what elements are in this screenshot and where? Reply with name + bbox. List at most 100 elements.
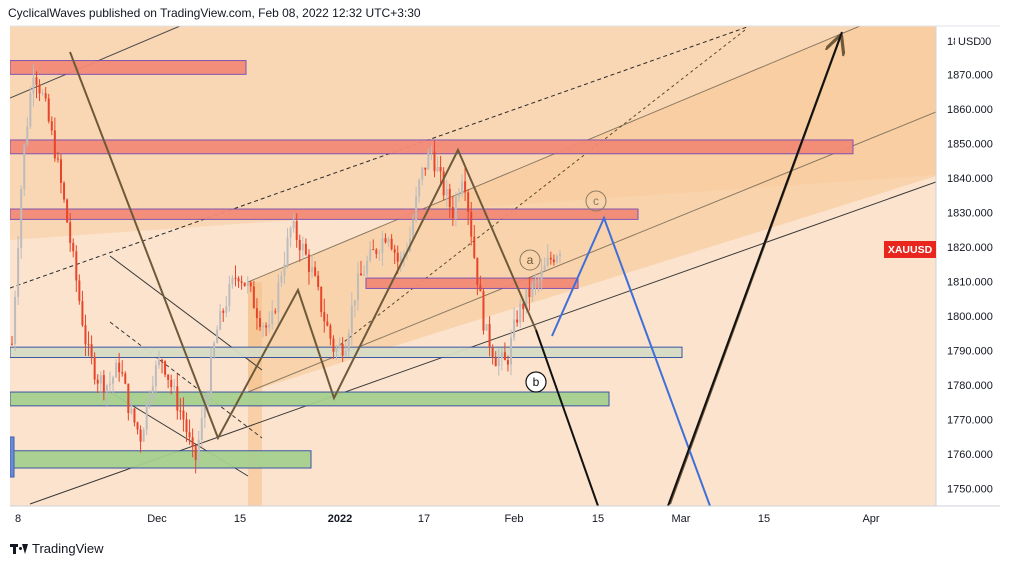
candle-body xyxy=(433,151,436,172)
candle-body xyxy=(29,93,32,127)
candle-body xyxy=(384,238,387,243)
price-tick-label: 1830.000 xyxy=(947,207,993,219)
candle-body xyxy=(121,372,124,374)
price-axis-top-partial-tail: 00 xyxy=(979,36,991,48)
candle-body xyxy=(209,356,212,396)
time-tick-label: 15 xyxy=(758,513,770,525)
candle-body xyxy=(430,151,433,153)
price-tick-label: 1810.000 xyxy=(947,277,993,289)
wave-line-black-down xyxy=(535,329,599,506)
left-blue-marker xyxy=(10,436,15,478)
candle-body xyxy=(90,344,93,357)
candle-body xyxy=(66,199,69,223)
candle-body xyxy=(555,256,558,263)
candle-body xyxy=(194,445,197,460)
candle-body xyxy=(274,311,277,313)
candle-body xyxy=(271,311,274,325)
candle-body xyxy=(157,359,160,366)
candle-body xyxy=(84,325,87,345)
candle-body xyxy=(528,288,531,298)
price-tick-label: 1800.000 xyxy=(947,311,993,323)
candle-body xyxy=(442,171,445,196)
candle-body xyxy=(301,243,304,251)
candle-body xyxy=(559,253,561,257)
candle-body xyxy=(381,238,384,253)
candle-body xyxy=(280,275,283,283)
candle-body xyxy=(96,379,99,384)
candle-body xyxy=(75,251,78,281)
candle-body xyxy=(105,385,108,393)
candle-body xyxy=(412,220,415,239)
candle-body xyxy=(307,254,310,273)
candle-body xyxy=(14,296,17,344)
wave-projection-blue[interactable] xyxy=(551,215,711,506)
price-axis[interactable]: 1870.000 1860.000 1850.000 1840.000 1830.000… xyxy=(947,69,993,495)
time-tick-label: Dec xyxy=(147,513,167,525)
candle-body xyxy=(252,286,255,309)
candle-body xyxy=(87,344,90,346)
candle-body xyxy=(424,167,427,170)
channel-line-dashed-2 xyxy=(339,29,746,346)
candle-body xyxy=(457,194,460,197)
candle-body xyxy=(234,277,237,279)
candle-body xyxy=(182,410,185,420)
candle-body xyxy=(41,93,44,95)
candle-body xyxy=(154,365,157,387)
candle-body xyxy=(206,395,209,407)
candle-body xyxy=(200,418,203,440)
candle-body xyxy=(534,281,537,284)
candle-body xyxy=(537,280,540,282)
time-axis[interactable]: 8 Dec 15 2022 17 Feb 15 Mar 15 Apr xyxy=(15,513,880,525)
candle-body xyxy=(20,189,23,249)
candle-body xyxy=(510,337,513,365)
candle-body xyxy=(240,281,243,283)
candle-body xyxy=(399,256,402,262)
candle-body xyxy=(476,257,479,285)
time-tick-label: Mar xyxy=(672,513,691,525)
price-tick-label: 1860.000 xyxy=(947,104,993,116)
candle-body xyxy=(516,319,519,323)
candle-body xyxy=(295,221,298,240)
candle-body xyxy=(102,375,105,393)
candle-body xyxy=(151,386,154,397)
zone-resistance xyxy=(365,277,579,289)
publisher-line: CyclicalWaves published on TradingView.c… xyxy=(8,6,421,20)
candle-body xyxy=(231,277,234,285)
candles xyxy=(11,64,561,474)
candle-body xyxy=(133,408,136,423)
candle-body xyxy=(369,249,372,261)
candle-body xyxy=(283,264,286,276)
candle-body xyxy=(72,242,75,252)
candle-body xyxy=(546,257,549,266)
candle-body xyxy=(513,319,516,338)
candle-body xyxy=(228,284,231,307)
falling-channel-dashed xyxy=(109,321,263,439)
price-chart[interactable]: a b c 1870.0001860.0001850.0001840.00018… xyxy=(0,0,1009,530)
candle-body xyxy=(491,347,494,358)
candle-body xyxy=(167,374,170,380)
candle-body xyxy=(552,259,555,263)
candle-body xyxy=(219,310,222,330)
candle-body xyxy=(488,324,491,348)
candle-body xyxy=(298,239,301,251)
candle-body xyxy=(108,383,111,386)
candle-body xyxy=(522,303,525,310)
price-tick-label: 1820.000 xyxy=(947,242,993,254)
candle-body xyxy=(311,267,314,273)
candle-body xyxy=(525,288,528,310)
channel-line-dashed xyxy=(10,26,751,289)
currency-label[interactable]: USD xyxy=(958,36,981,48)
candle-body xyxy=(11,343,13,345)
candle-body xyxy=(503,352,506,361)
candle-body xyxy=(549,257,552,260)
candle-body xyxy=(17,248,20,297)
wave-label-b: b xyxy=(525,371,547,393)
wave-line-black-up xyxy=(667,31,843,506)
candle-body xyxy=(350,305,353,334)
tradingview-footer[interactable]: TradingView xyxy=(10,541,104,556)
candle-body xyxy=(185,419,188,433)
candle-body xyxy=(130,408,133,414)
price-tick-label: 1750.000 xyxy=(947,484,993,496)
candle-body xyxy=(139,429,142,442)
currency-box[interactable] xyxy=(955,34,981,49)
